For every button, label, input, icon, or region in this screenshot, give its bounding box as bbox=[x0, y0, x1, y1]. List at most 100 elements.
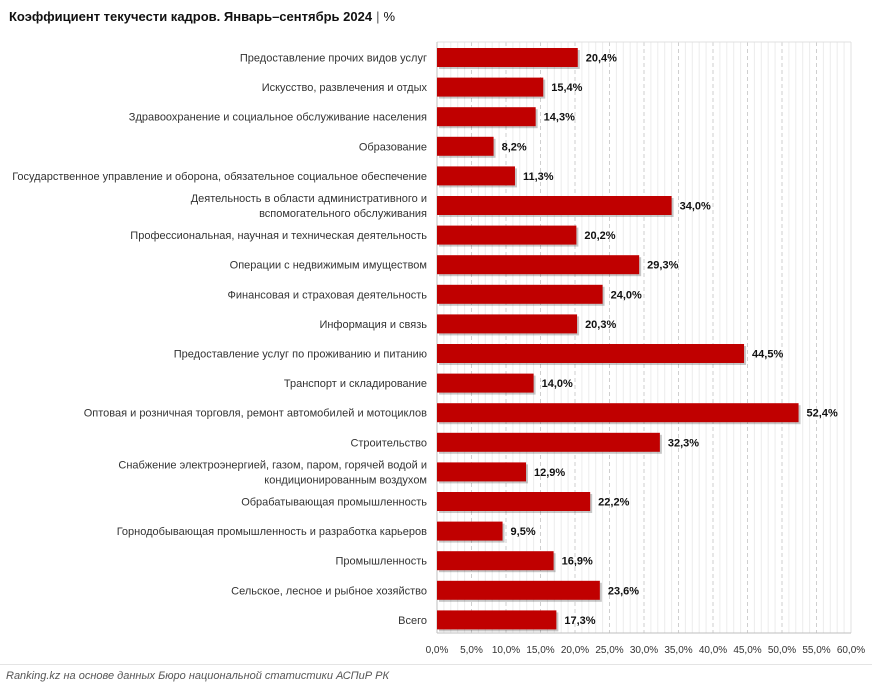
category-label-line: Снабжение электроэнергией, газом, паром,… bbox=[118, 459, 427, 471]
bar bbox=[437, 284, 603, 304]
x-tick-label: 5,0% bbox=[460, 645, 483, 656]
category-label-line: Финансовая и страховая деятельность bbox=[228, 289, 428, 301]
category-label-line: Государственное управление и оборона, об… bbox=[12, 171, 427, 183]
bar bbox=[437, 136, 494, 156]
category-label: Промышленность bbox=[335, 556, 427, 568]
x-tick-label: 10,0% bbox=[492, 645, 520, 656]
label-layer: 20,4% Предоставление прочих видов услуг 15… bbox=[12, 53, 838, 627]
title-separator: | bbox=[376, 9, 380, 24]
grid-layer bbox=[436, 41, 852, 634]
data-label: 16,9% bbox=[562, 556, 593, 568]
bar bbox=[437, 373, 534, 393]
data-label: 20,2% bbox=[584, 230, 615, 242]
category-label: Профессиональная, научная и техническая … bbox=[130, 230, 427, 242]
category-label: Обрабатывающая промышленность bbox=[241, 497, 427, 509]
chart-title: Коэффициент текучести кадров. Январь–сен… bbox=[9, 9, 395, 24]
category-label: Информация и связь bbox=[319, 319, 427, 331]
bar bbox=[437, 48, 578, 67]
bar-chart: 20,4% Предоставление прочих видов услуг 15… bbox=[12, 41, 866, 656]
data-label: 12,9% bbox=[534, 467, 565, 479]
bar bbox=[437, 610, 557, 630]
category-label-line: Информация и связь bbox=[319, 319, 427, 331]
category-label: Финансовая и страховая деятельность bbox=[228, 289, 428, 301]
x-tick-label: 40,0% bbox=[699, 645, 727, 656]
category-label: Здравоохранение и социальное обслуживани… bbox=[129, 112, 427, 124]
data-label: 20,3% bbox=[585, 319, 616, 331]
bar bbox=[437, 521, 503, 541]
data-label: 32,3% bbox=[668, 437, 699, 449]
category-label: Искусство, развлечения и отдых bbox=[262, 82, 428, 94]
category-label: Деятельность в области административного… bbox=[191, 193, 427, 220]
data-label: 34,0% bbox=[680, 201, 711, 213]
x-tick-label: 55,0% bbox=[802, 645, 830, 656]
data-label: 11,3% bbox=[523, 171, 554, 183]
bar bbox=[437, 77, 544, 97]
data-label: 9,5% bbox=[511, 526, 536, 538]
category-label: Государственное управление и оборона, об… bbox=[12, 171, 427, 183]
bar bbox=[437, 492, 591, 511]
bar bbox=[437, 344, 745, 363]
bar bbox=[437, 166, 515, 186]
data-label: 20,4% bbox=[586, 53, 617, 65]
category-label-line: Искусство, развлечения и отдых bbox=[262, 82, 428, 94]
data-label: 22,2% bbox=[598, 497, 629, 509]
category-label-line: Транспорт и складирование bbox=[284, 378, 427, 390]
data-label: 17,3% bbox=[564, 615, 595, 627]
x-tick-label: 15,0% bbox=[526, 645, 554, 656]
data-label: 44,5% bbox=[752, 349, 783, 361]
category-label: Снабжение электроэнергией, газом, паром,… bbox=[118, 459, 427, 486]
data-label: 14,3% bbox=[544, 112, 575, 124]
category-label-line: Всего bbox=[398, 615, 427, 627]
x-tick-label: 0,0% bbox=[426, 645, 449, 656]
category-label: Сельское, лесное и рыбное хозяйство bbox=[231, 585, 427, 597]
data-label: 15,4% bbox=[551, 82, 582, 94]
category-label-line: Здравоохранение и социальное обслуживани… bbox=[129, 112, 427, 124]
category-label-line: Операции с недвижимым имуществом bbox=[230, 260, 427, 272]
category-label: Операции с недвижимым имуществом bbox=[230, 260, 427, 272]
title-unit: % bbox=[383, 9, 396, 24]
category-label-line: Строительство bbox=[350, 437, 427, 449]
category-label-line: Горнодобывающая промышленность и разрабо… bbox=[117, 526, 427, 538]
bar bbox=[437, 225, 577, 245]
bar bbox=[437, 314, 578, 334]
category-label: Предоставление прочих видов услуг bbox=[240, 53, 427, 65]
data-label: 24,0% bbox=[611, 289, 642, 301]
x-tick-label: 45,0% bbox=[733, 645, 761, 656]
category-label: Оптовая и розничная торговля, ремонт авт… bbox=[84, 408, 427, 420]
data-label: 8,2% bbox=[502, 141, 527, 153]
category-label: Предоставление услуг по проживанию и пит… bbox=[174, 349, 427, 361]
category-label-line: Образование bbox=[359, 141, 427, 153]
x-tick-label: 20,0% bbox=[561, 645, 589, 656]
category-label-line: Профессиональная, научная и техническая … bbox=[130, 230, 427, 242]
category-label-line: Сельское, лесное и рыбное хозяйство bbox=[231, 585, 427, 597]
category-label-line: кондиционированным воздухом bbox=[264, 474, 427, 486]
x-axis-ticks: 0,0% 5,0% 10,0% 15,0% 20,0% 25,0% 30,0% 35,0% 40… bbox=[426, 645, 866, 656]
bar bbox=[437, 462, 527, 482]
category-label: Транспорт и складирование bbox=[284, 378, 427, 390]
bar bbox=[437, 107, 536, 127]
category-label: Всего bbox=[398, 615, 427, 627]
category-label: Образование bbox=[359, 141, 427, 153]
data-label: 52,4% bbox=[807, 408, 838, 420]
category-label: Горнодобывающая промышленность и разрабо… bbox=[117, 526, 427, 538]
category-label-line: Предоставление прочих видов услуг bbox=[240, 53, 427, 65]
bar bbox=[437, 403, 799, 423]
bar-layer bbox=[437, 48, 801, 632]
category-label: Строительство bbox=[350, 437, 427, 449]
x-tick-label: 30,0% bbox=[630, 645, 658, 656]
chart-title-text: Коэффициент текучести кадров. Январь–сен… bbox=[9, 9, 373, 24]
data-label: 23,6% bbox=[608, 585, 639, 597]
x-tick-label: 50,0% bbox=[768, 645, 796, 656]
category-label-line: Деятельность в области административного… bbox=[191, 193, 427, 205]
bar bbox=[437, 196, 672, 215]
category-label-line: Обрабатывающая промышленность bbox=[241, 497, 427, 509]
source-note: Ranking.kz на основе данных Бюро национа… bbox=[6, 670, 389, 682]
bar bbox=[437, 580, 600, 600]
bar bbox=[437, 551, 554, 571]
x-tick-label: 35,0% bbox=[664, 645, 692, 656]
bar bbox=[437, 432, 660, 452]
data-label: 29,3% bbox=[647, 260, 678, 272]
category-label-line: Промышленность bbox=[335, 556, 427, 568]
x-tick-label: 25,0% bbox=[595, 645, 623, 656]
category-label-line: вспомогательного обслуживания bbox=[259, 208, 427, 220]
